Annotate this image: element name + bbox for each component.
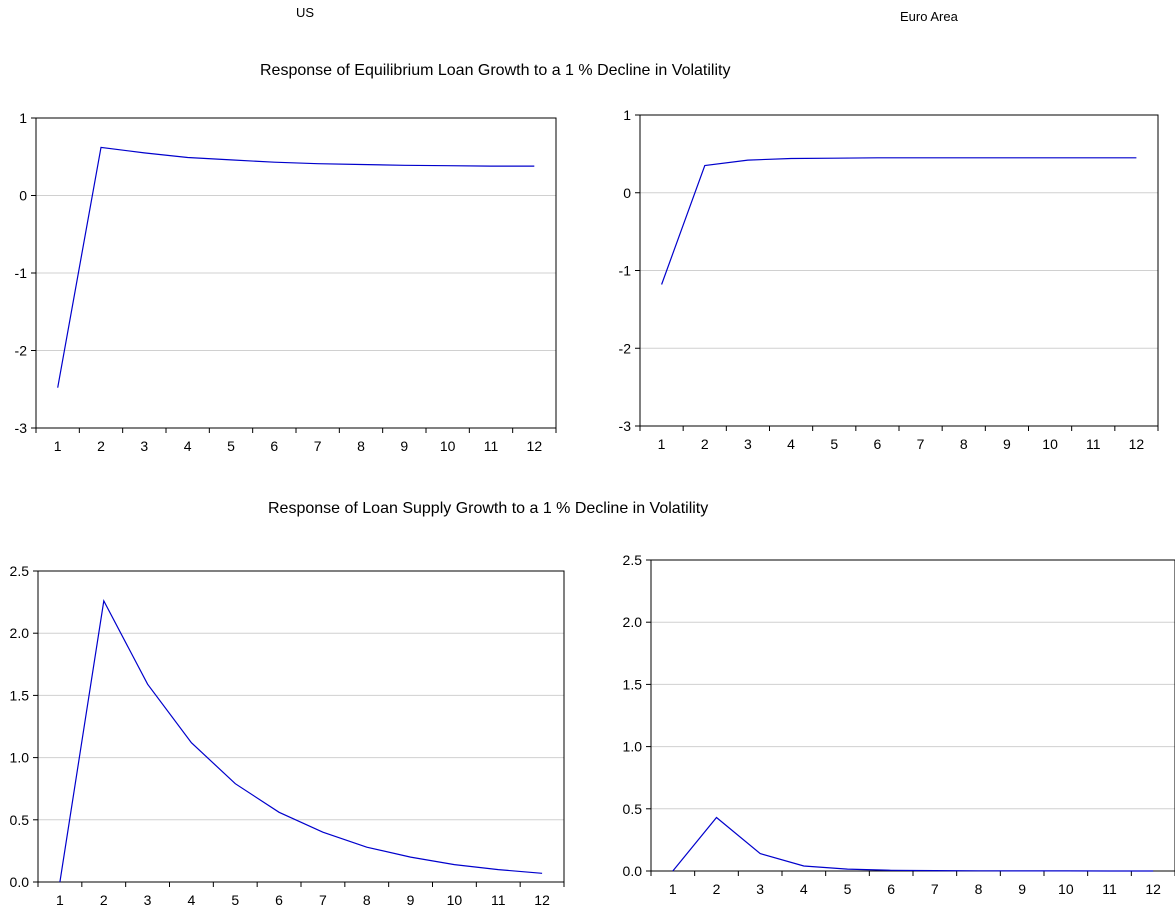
euro-equilibrium-ytick-label: -3 bbox=[619, 418, 632, 434]
us-equilibrium-ytick-label: -2 bbox=[15, 343, 28, 359]
us-equilibrium-xtick-label: 5 bbox=[227, 438, 235, 454]
us-equilibrium-xtick-label: 7 bbox=[314, 438, 322, 454]
us-equilibrium-xtick-label: 4 bbox=[184, 438, 192, 454]
euro-equilibrium-xtick-label: 2 bbox=[701, 436, 709, 452]
us-supply-xtick-label: 6 bbox=[275, 892, 283, 908]
euro-supply-xtick-label: 11 bbox=[1102, 881, 1117, 897]
euro-supply-ytick-label: 0.0 bbox=[623, 863, 643, 879]
us-equilibrium-ytick-label: -3 bbox=[15, 420, 28, 436]
header-euro-area: Euro Area bbox=[900, 9, 958, 24]
euro-supply-xtick-label: 5 bbox=[844, 881, 852, 897]
bottom-section-title: Response of Loan Supply Growth to a 1 % … bbox=[268, 500, 709, 517]
us-equilibrium-xtick-label: 2 bbox=[97, 438, 105, 454]
us-supply-xtick-label: 9 bbox=[407, 892, 415, 908]
euro-supply-ytick-label: 1.0 bbox=[623, 739, 643, 755]
euro-supply-xtick-label: 2 bbox=[713, 881, 721, 897]
euro-equilibrium-xtick-label: 9 bbox=[1003, 436, 1011, 452]
us-supply-xtick-label: 12 bbox=[534, 892, 550, 908]
euro-equilibrium-xtick-label: 4 bbox=[787, 436, 795, 452]
us-equilibrium-xtick-label: 3 bbox=[140, 438, 148, 454]
us-supply-xtick-label: 3 bbox=[144, 892, 152, 908]
euro-equilibrium-xtick-label: 11 bbox=[1086, 436, 1101, 452]
euro-equilibrium-xtick-label: 7 bbox=[917, 436, 925, 452]
us-equilibrium-xtick-label: 1 bbox=[54, 438, 62, 454]
euro-equilibrium-ytick-label: 1 bbox=[623, 107, 631, 123]
us-equilibrium-xtick-label: 9 bbox=[400, 438, 408, 454]
us-supply-ytick-label: 1.5 bbox=[10, 687, 30, 703]
euro-equilibrium-xtick-label: 12 bbox=[1129, 436, 1145, 452]
euro-supply-xtick-label: 7 bbox=[931, 881, 939, 897]
euro-supply-xtick-label: 10 bbox=[1058, 881, 1074, 897]
us-supply-series-line bbox=[59, 599, 543, 883]
us-equilibrium-xtick-label: 8 bbox=[357, 438, 365, 454]
us-equilibrium-series-line bbox=[57, 146, 535, 388]
euro-supply-xtick-label: 4 bbox=[800, 881, 808, 897]
us-supply-ytick-label: 2.5 bbox=[10, 563, 30, 579]
top-section-title: Response of Equilibrium Loan Growth to a… bbox=[260, 62, 731, 79]
us-supply-ytick-label: 0.5 bbox=[10, 812, 30, 828]
us-supply-xtick-label: 5 bbox=[231, 892, 239, 908]
us-supply-frame bbox=[37, 570, 565, 883]
us-supply-xtick-label: 8 bbox=[363, 892, 371, 908]
euro-equilibrium-xtick-label: 1 bbox=[658, 436, 666, 452]
us-supply-xtick-label: 11 bbox=[491, 892, 506, 908]
euro-equilibrium-series-line bbox=[661, 157, 1137, 285]
euro-supply-xtick-label: 1 bbox=[669, 881, 677, 897]
euro-supply-xtick-label: 3 bbox=[756, 881, 764, 897]
euro-supply-xtick-label: 8 bbox=[975, 881, 983, 897]
us-equilibrium-ytick-label: -1 bbox=[15, 265, 28, 281]
us-equilibrium-xtick-label: 12 bbox=[527, 438, 543, 454]
euro-equilibrium-ytick-label: 0 bbox=[623, 185, 631, 201]
us-equilibrium-xtick-label: 10 bbox=[440, 438, 456, 454]
us-equilibrium-xtick-label: 11 bbox=[484, 438, 499, 454]
euro-supply-series-line bbox=[672, 816, 1154, 872]
us-supply-xtick-label: 1 bbox=[56, 892, 64, 908]
euro-supply-ytick-label: 2.5 bbox=[623, 552, 643, 568]
euro-equilibrium-xtick-label: 3 bbox=[744, 436, 752, 452]
euro-supply-ytick-label: 2.0 bbox=[623, 614, 643, 630]
us-equilibrium-ytick-label: 0 bbox=[19, 188, 27, 204]
us-equilibrium-ytick-label: 1 bbox=[19, 110, 27, 126]
us-supply-xtick-label: 2 bbox=[100, 892, 108, 908]
us-equilibrium-xtick-label: 6 bbox=[270, 438, 278, 454]
euro-supply-xtick-label: 12 bbox=[1145, 881, 1161, 897]
us-supply-ytick-label: 1.0 bbox=[10, 750, 30, 766]
us-supply-ytick-label: 0.0 bbox=[10, 874, 30, 890]
euro-supply-xtick-label: 6 bbox=[887, 881, 895, 897]
euro-equilibrium-ytick-label: -2 bbox=[619, 340, 632, 356]
euro-equilibrium-xtick-label: 5 bbox=[830, 436, 838, 452]
euro-equilibrium-xtick-label: 8 bbox=[960, 436, 968, 452]
us-supply-xtick-label: 10 bbox=[447, 892, 463, 908]
euro-equilibrium-ytick-label: -1 bbox=[619, 263, 632, 279]
us-supply-xtick-label: 7 bbox=[319, 892, 327, 908]
euro-equilibrium-xtick-label: 10 bbox=[1042, 436, 1058, 452]
euro-supply-frame bbox=[650, 559, 1175, 872]
euro-supply-xtick-label: 9 bbox=[1018, 881, 1026, 897]
us-supply-xtick-label: 4 bbox=[188, 892, 196, 908]
us-supply-ytick-label: 2.0 bbox=[10, 625, 30, 641]
header-us: US bbox=[296, 5, 315, 20]
euro-supply-ytick-label: 1.5 bbox=[623, 676, 643, 692]
euro-supply-ytick-label: 0.5 bbox=[623, 801, 643, 817]
euro-equilibrium-xtick-label: 6 bbox=[874, 436, 882, 452]
